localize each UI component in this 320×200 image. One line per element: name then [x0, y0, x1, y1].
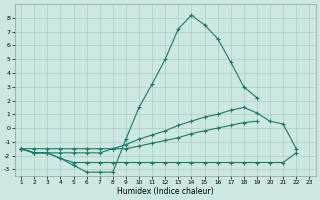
- X-axis label: Humidex (Indice chaleur): Humidex (Indice chaleur): [117, 187, 213, 196]
